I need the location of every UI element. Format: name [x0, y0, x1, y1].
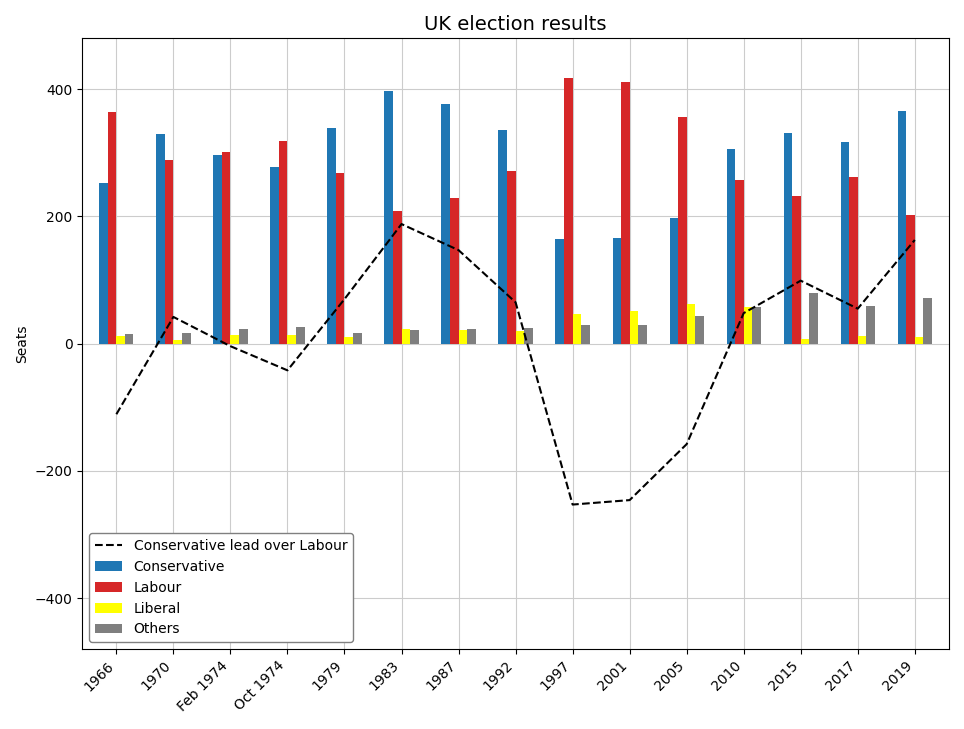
Bar	[165, 160, 174, 343]
Bar	[743, 308, 752, 343]
Bar	[344, 337, 353, 343]
Bar	[108, 112, 117, 343]
Bar	[99, 183, 108, 343]
Bar	[524, 328, 533, 343]
Bar	[385, 91, 393, 343]
Bar	[328, 128, 335, 343]
Title: UK election results: UK election results	[424, 15, 606, 34]
Bar	[468, 329, 475, 343]
Bar	[230, 335, 239, 343]
Bar	[125, 334, 133, 343]
Bar	[858, 336, 867, 343]
Conservative lead over Labour	[681, 440, 692, 448]
Bar	[784, 133, 792, 343]
Bar	[222, 152, 230, 343]
Bar	[402, 329, 410, 343]
Bar	[736, 179, 743, 343]
Conservative lead over Labour	[168, 313, 179, 321]
Bar	[410, 330, 418, 343]
Bar	[353, 333, 362, 343]
Bar	[507, 171, 516, 343]
Bar	[678, 117, 686, 343]
Bar	[459, 330, 468, 343]
Bar	[182, 333, 191, 343]
Bar	[686, 304, 695, 343]
Bar	[841, 142, 849, 343]
Conservative lead over Labour	[737, 309, 749, 318]
Legend: Conservative lead over Labour, Conservative, Labour, Liberal, Others: Conservative lead over Labour, Conservat…	[89, 533, 353, 642]
Bar	[239, 329, 248, 343]
Bar	[335, 173, 344, 343]
Bar	[809, 293, 817, 343]
Bar	[442, 104, 450, 343]
Bar	[393, 211, 402, 343]
Bar	[924, 298, 932, 343]
Bar	[174, 340, 182, 343]
Bar	[915, 337, 924, 343]
Bar	[516, 331, 524, 343]
Bar	[555, 238, 564, 343]
Bar	[906, 215, 915, 343]
Bar	[213, 155, 222, 343]
Conservative lead over Labour	[852, 304, 864, 313]
Line: Conservative lead over Labour: Conservative lead over Labour	[117, 224, 915, 504]
Bar	[287, 335, 296, 343]
Bar	[670, 218, 678, 343]
Bar	[612, 238, 621, 343]
Bar	[792, 196, 801, 343]
Bar	[581, 324, 590, 343]
Bar	[498, 130, 507, 343]
Conservative lead over Labour	[225, 342, 236, 351]
Bar	[801, 338, 809, 343]
Bar	[564, 78, 573, 343]
Bar	[117, 336, 125, 343]
Bar	[849, 177, 858, 343]
Bar	[156, 133, 165, 343]
Conservative lead over Labour	[624, 496, 635, 504]
Bar	[621, 82, 629, 343]
Bar	[629, 311, 638, 343]
Conservative lead over Labour	[909, 235, 921, 244]
Conservative lead over Labour	[281, 366, 293, 375]
Conservative lead over Labour	[111, 410, 122, 418]
Bar	[573, 314, 581, 343]
Bar	[695, 316, 704, 343]
Bar	[727, 149, 736, 343]
Bar	[638, 325, 647, 343]
Conservative lead over Labour	[510, 298, 522, 307]
Conservative lead over Labour	[795, 276, 807, 285]
Bar	[270, 168, 279, 343]
Bar	[752, 308, 761, 343]
Bar	[867, 306, 875, 343]
Conservative lead over Labour	[453, 246, 465, 254]
Bar	[296, 327, 305, 343]
Conservative lead over Labour	[338, 295, 350, 303]
Y-axis label: Seats: Seats	[15, 324, 29, 363]
Bar	[279, 141, 287, 343]
Conservative lead over Labour	[567, 500, 578, 509]
Conservative lead over Labour	[396, 219, 408, 228]
Bar	[897, 112, 906, 343]
Bar	[450, 198, 459, 343]
